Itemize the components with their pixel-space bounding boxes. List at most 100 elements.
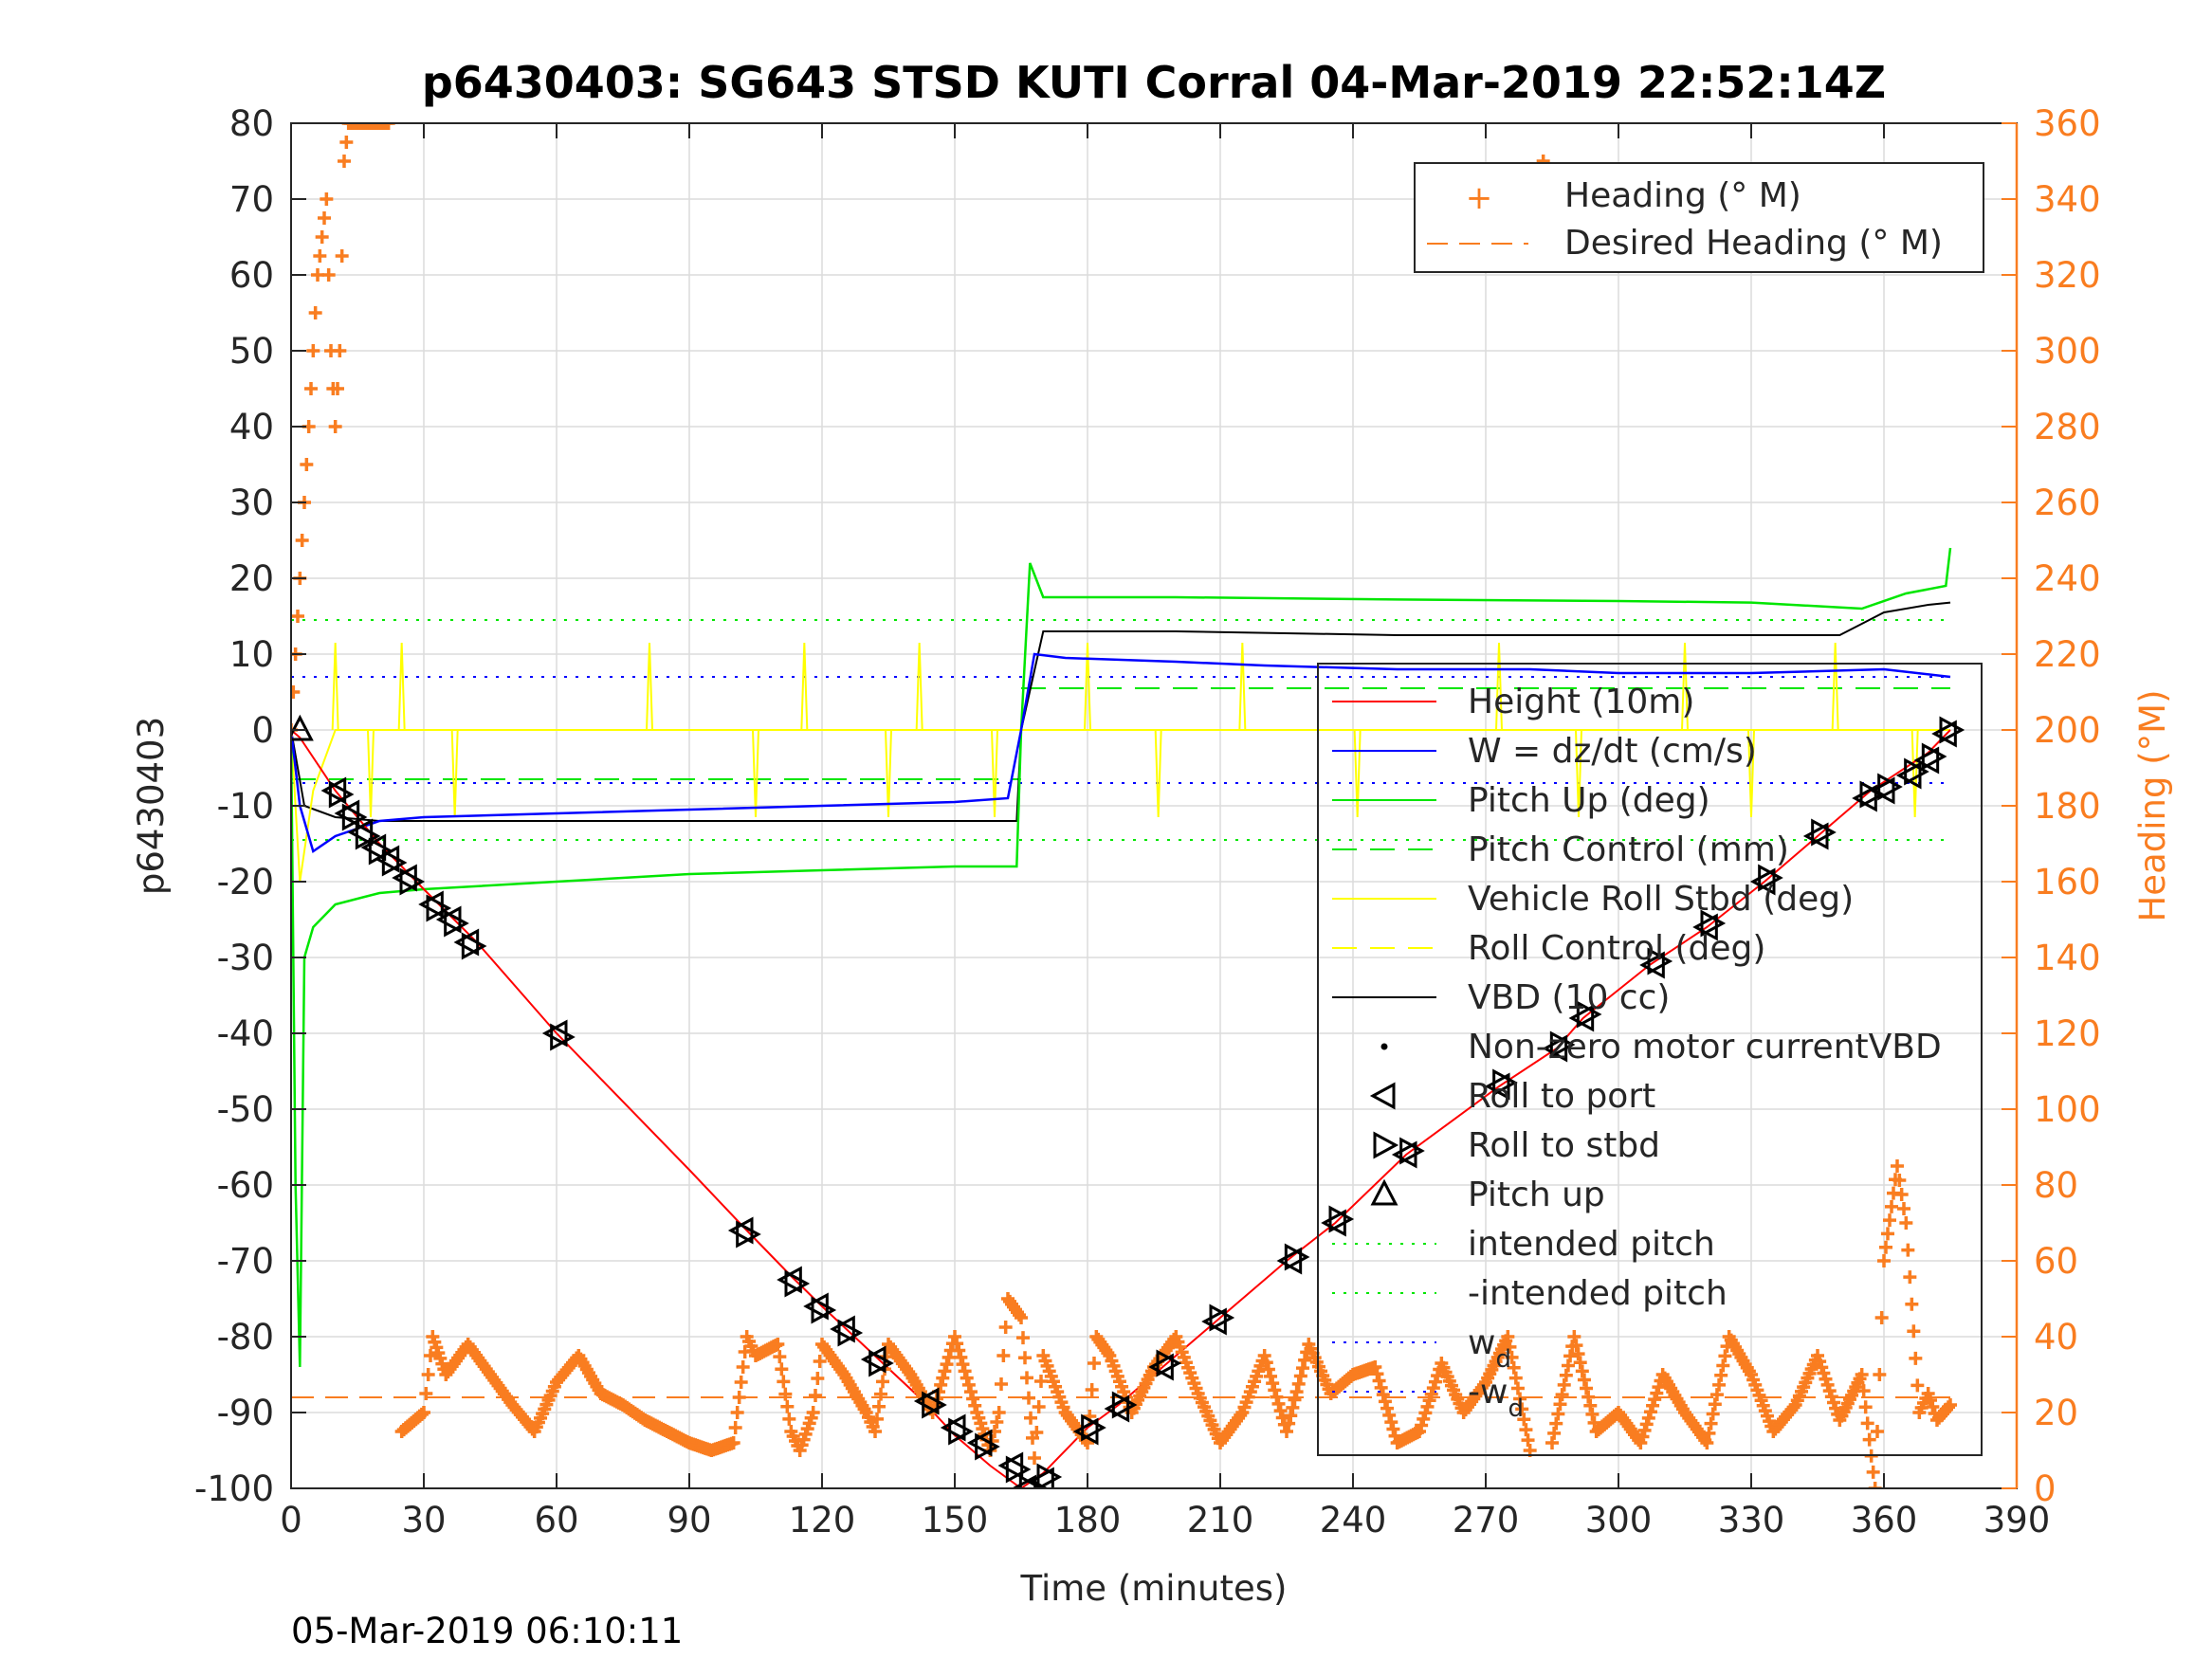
y2-tick-label: 300 [2034,331,2101,372]
roll-stbd-marker [1081,1413,1106,1442]
heading-point [1273,1404,1288,1418]
heading-point [1563,1349,1578,1363]
heading-point [346,123,360,130]
y2-tick-label: 80 [2034,1165,2078,1206]
heading-point [1418,1406,1433,1420]
roll-stbd-marker [1492,1068,1518,1097]
heading-point [1706,1407,1720,1421]
heading-point [1637,1423,1652,1437]
heading-point [1924,1394,1937,1407]
heading-point [1271,1396,1286,1411]
roll-stbd-marker [444,909,469,938]
pitch-series [291,547,1952,1368]
y-axis-label: p6430403 [131,717,172,895]
x-tick-label: 210 [1187,1500,1254,1540]
legend-label-roll-control: Roll Control (deg) [1468,929,1765,968]
roll-spike [646,642,653,731]
heading-point [936,1371,950,1385]
heading-point [1718,1349,1732,1363]
heading-point [335,249,349,263]
x-tick-label: 270 [1453,1500,1520,1540]
roll-stbd-marker [368,837,394,866]
y-tick-label: 10 [229,634,274,675]
heading-point [777,1375,791,1389]
heading-point [1517,1413,1531,1427]
heading-point [778,1387,793,1401]
heading-point [1291,1376,1306,1391]
roll-stbd-marker [1647,947,1673,975]
heading-point [732,1391,746,1404]
heading-point [417,1406,430,1419]
heading-point [771,1338,785,1351]
roll-spike [991,729,998,818]
legend-label-roll-stbd: Roll to stbd [1468,1126,1660,1165]
heading-point [377,123,391,130]
y2-tick-label: 280 [2034,407,2101,447]
y2-tick-label: 360 [2034,103,2101,144]
heading-point [375,123,389,130]
heading-point [1016,1331,1030,1345]
y-tick-label: -90 [217,1393,274,1433]
roll-stbd-marker [1904,757,1929,786]
heading-point [960,1371,974,1385]
y-tick-label: 20 [229,558,274,599]
heading-point [365,123,379,130]
legend-heading-box [1414,162,1984,273]
heading-point [998,1321,1013,1334]
heading-point [308,306,322,319]
heading-point [1282,1416,1296,1431]
x-tick-label: 30 [401,1500,446,1540]
y2-tick-label: 0 [2034,1468,2057,1509]
heading-point [1559,1368,1573,1382]
heading-point [1298,1353,1312,1367]
heading-point [1415,1418,1429,1432]
heading-point [1286,1400,1300,1414]
heading-point [872,1399,886,1413]
heading-point [1877,1254,1891,1267]
heading-point [1382,1408,1397,1422]
heading-point [1032,1400,1046,1413]
y-tick-label: -60 [217,1165,274,1206]
heading-point [1521,1433,1535,1448]
heading-point [291,685,301,699]
heading-point [1420,1399,1435,1413]
roll-stbd-marker [1758,864,1783,892]
roll-stbd-marker [381,848,408,877]
heading-point [1261,1362,1275,1376]
heading-point [344,123,357,130]
legend-label-roll-port: Roll to port [1468,1077,1655,1116]
heading-point [1503,1340,1517,1354]
heading-point [373,123,387,130]
y2-tick-label: 180 [2034,786,2101,827]
y-tick-label: -100 [194,1468,274,1509]
legend-main-box [1317,663,1983,1456]
heading-point [728,1421,742,1434]
roll-stbd-marker [948,1417,974,1446]
legend-label-wd-main: w [1468,1323,1495,1362]
legend-label-wd: wd [1468,1323,1511,1374]
heading-point [419,1387,433,1400]
heading-point [1508,1371,1523,1385]
pitch-up-marker [291,714,314,741]
y2-tick-label: 220 [2034,634,2101,675]
y-tick-label: 80 [229,103,274,144]
heading-point [1561,1358,1575,1373]
heading-point [1862,1432,1876,1447]
heading-point [966,1392,980,1406]
heading-point [313,249,327,263]
roll-spike [800,642,809,731]
heading-point [811,1372,825,1385]
heading-point [1101,1346,1115,1360]
roll-stbd-marker [1859,780,1886,809]
x-axis-label: Time (minutes) [1020,1568,1288,1609]
heading-point [1648,1393,1662,1407]
roll-stbd-marker [461,932,487,960]
heading-point [1577,1373,1591,1387]
heading-point [1567,1330,1581,1343]
heading-point [1634,1436,1648,1449]
heading-point [1428,1375,1442,1389]
legend-main: Height (10m) W = dz/dt (cm/s) Pitch Up (… [1317,663,1983,1456]
height-series [291,729,1951,1488]
y2-tick-label: 320 [2034,255,2101,296]
y-tick-label: 60 [229,255,274,296]
